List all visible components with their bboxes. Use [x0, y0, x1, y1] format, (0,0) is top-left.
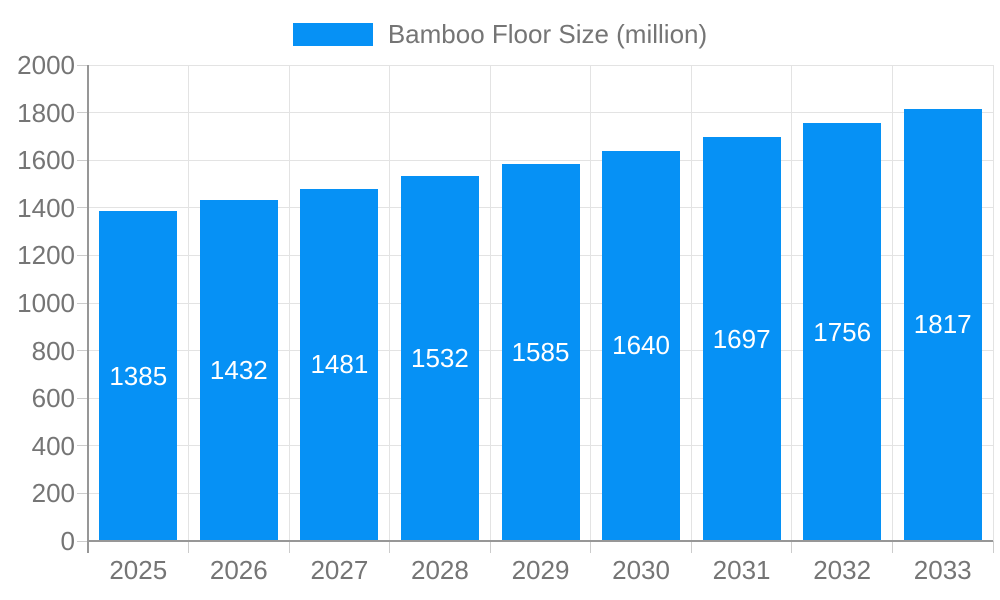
x-axis-tick	[489, 541, 491, 553]
y-axis-label: 1000	[17, 288, 75, 318]
gridline-vertical	[288, 65, 290, 541]
y-axis-label: 1600	[17, 145, 75, 176]
gridline-vertical	[690, 65, 692, 541]
y-axis-label: 600	[31, 383, 75, 414]
gridline-vertical	[188, 65, 190, 541]
bar-value-label: 1532	[411, 343, 469, 374]
x-axis-label: 2031	[712, 555, 771, 585]
x-axis-label: 2028	[411, 555, 469, 585]
y-axis-label: 400	[31, 430, 75, 461]
y-axis-tick	[77, 492, 88, 494]
legend-item[interactable]: Bamboo Floor Size (million)	[0, 19, 1000, 50]
x-axis-label: 2033	[913, 555, 972, 585]
y-axis-line	[87, 65, 89, 553]
bar-2031[interactable]: 1697	[702, 137, 781, 541]
gridline-vertical	[791, 65, 793, 541]
bar-value-label: 1585	[511, 336, 570, 367]
x-axis-tick	[288, 541, 290, 553]
y-axis-label: 800	[31, 335, 75, 366]
bar-2030[interactable]: 1640	[602, 150, 681, 541]
y-axis-tick	[77, 64, 88, 66]
gridline-horizontal	[88, 159, 993, 161]
bar-2028[interactable]: 1532	[400, 176, 479, 541]
bar-2032[interactable]: 1756	[803, 123, 882, 541]
y-axis-label: 200	[31, 478, 75, 509]
x-axis-tick	[992, 541, 994, 553]
bar-value-label: 1817	[913, 309, 972, 340]
y-axis-tick	[77, 159, 88, 161]
gridline-vertical	[992, 65, 994, 541]
y-axis-label: 1800	[17, 97, 75, 128]
bar-value-label: 1756	[813, 316, 872, 347]
gridline-vertical	[590, 65, 592, 541]
y-axis-tick	[77, 540, 88, 542]
x-axis-tick	[791, 541, 793, 553]
y-axis-tick	[77, 112, 88, 114]
y-axis-label: 0	[60, 526, 75, 556]
x-axis-label: 2025	[109, 555, 168, 585]
bar-value-label: 1432	[209, 355, 268, 386]
y-axis-label: 1200	[17, 240, 75, 271]
y-axis-tick	[77, 302, 88, 304]
x-axis-label: 2026	[209, 555, 268, 585]
x-axis-label: 2029	[511, 555, 570, 585]
x-axis-tick	[389, 541, 391, 553]
bar-2033[interactable]: 1817	[903, 108, 982, 541]
gridline-vertical	[489, 65, 491, 541]
y-axis-label: 2000	[17, 50, 75, 80]
y-axis-label: 1400	[17, 192, 75, 223]
y-axis-tick	[77, 207, 88, 209]
gridline-vertical	[389, 65, 391, 541]
bar-value-label: 1640	[612, 330, 670, 361]
gridline-horizontal	[88, 64, 993, 66]
bar-value-label: 1697	[712, 323, 771, 354]
x-axis-label: 2032	[813, 555, 872, 585]
legend-label: Bamboo Floor Size (million)	[387, 19, 708, 49]
x-axis-tick	[891, 541, 893, 553]
bar-2025[interactable]: 1385	[99, 211, 178, 541]
legend-swatch	[292, 23, 373, 46]
bar-value-label: 1385	[109, 360, 168, 391]
bar-value-label: 1481	[310, 349, 369, 380]
x-axis-tick	[590, 541, 592, 553]
y-axis-tick	[77, 254, 88, 256]
x-axis-label: 2030	[612, 555, 670, 585]
gridline-horizontal	[88, 112, 993, 114]
x-axis-tick	[690, 541, 692, 553]
gridline-vertical	[891, 65, 893, 541]
bar-2027[interactable]: 1481	[300, 188, 379, 541]
y-axis-tick	[77, 397, 88, 399]
y-axis-tick	[77, 445, 88, 447]
x-axis-label: 2027	[310, 555, 369, 585]
x-axis-line	[88, 540, 993, 542]
bar-2026[interactable]: 1432	[199, 200, 278, 541]
bar-2029[interactable]: 1585	[501, 163, 580, 541]
y-axis-tick	[77, 350, 88, 352]
x-axis-tick	[188, 541, 190, 553]
